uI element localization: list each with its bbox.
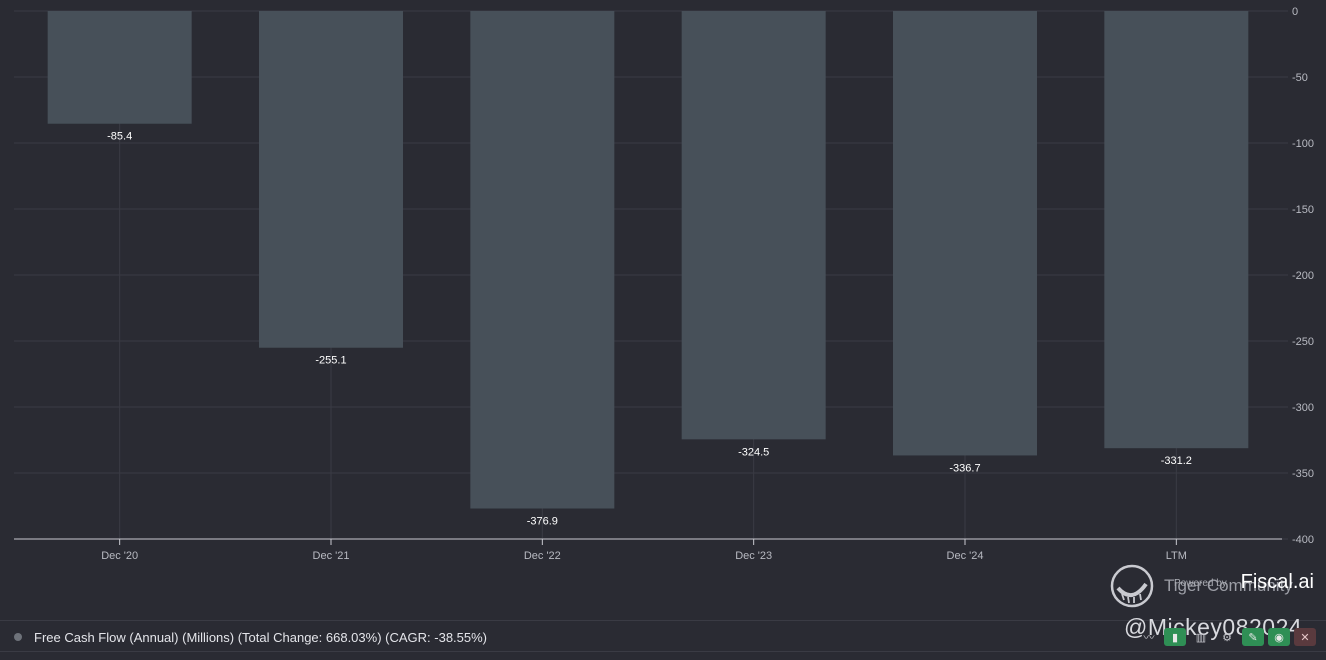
- y-tick-label: -350: [1292, 468, 1314, 480]
- chart-toolbar: 〰 ▮ ▥ ⚙ ✎ ◉ ✕: [1138, 628, 1316, 646]
- bar-value-label: -331.2: [1161, 455, 1192, 467]
- y-tick-label: -250: [1292, 336, 1314, 348]
- powered-by-label: Powered by: [1174, 578, 1227, 589]
- y-tick-label: 0: [1292, 6, 1298, 18]
- bar[interactable]: [681, 11, 826, 440]
- bar[interactable]: [893, 11, 1037, 456]
- close-icon[interactable]: ✕: [1294, 628, 1316, 646]
- y-tick-label: -100: [1292, 138, 1314, 150]
- grid-lines: [14, 10, 1282, 540]
- footer-divider: [0, 620, 1326, 621]
- bars: [47, 11, 1249, 509]
- bar[interactable]: [470, 11, 615, 509]
- footer-divider-bottom: [0, 651, 1326, 652]
- legend-dot: [14, 633, 22, 641]
- y-axis-ticks: 0 -50 -100 -150 -200 -250 -300 -350 -400: [1282, 6, 1314, 546]
- data-labels: -85.4 -255.1 -376.9 -324.5 -336.7 -331.2: [107, 131, 1192, 528]
- x-tick-label: LTM: [1166, 550, 1187, 560]
- y-tick-label: -200: [1292, 270, 1314, 282]
- y-tick-label: -150: [1292, 204, 1314, 216]
- settings-icon[interactable]: ⚙: [1222, 631, 1232, 644]
- x-tick-label: Dec '21: [313, 550, 350, 560]
- bar[interactable]: [1104, 11, 1249, 449]
- bar-chart-icon[interactable]: ▮: [1164, 628, 1186, 646]
- y-tick-label: -50: [1292, 72, 1308, 84]
- stats-icon[interactable]: ▥: [1195, 631, 1207, 644]
- x-tick-label: Dec '22: [524, 550, 561, 560]
- fiscal-logo: Fiscal.ai: [1240, 571, 1314, 593]
- legend-label: Free Cash Flow (Annual) (Millions) (Tota…: [34, 629, 488, 645]
- ruler-icon[interactable]: ✎: [1242, 628, 1264, 646]
- x-axis-ticks: Dec '20 Dec '21 Dec '22 Dec '23 Dec '24 LTM: [101, 539, 1187, 560]
- bar-value-label: -324.5: [738, 446, 769, 458]
- tiger-community-watermark: Tiger Community: [1164, 576, 1293, 595]
- bar-value-label: -85.4: [107, 131, 132, 143]
- bar[interactable]: [259, 11, 403, 348]
- branding: Tiger Community Powered by Fiscal.ai: [1110, 562, 1320, 612]
- eye-icon[interactable]: ◉: [1268, 628, 1290, 646]
- bar-value-label: -255.1: [315, 355, 346, 367]
- legend[interactable]: Free Cash Flow (Annual) (Millions) (Tota…: [14, 628, 487, 646]
- tiger-logo-icon: [1110, 564, 1154, 608]
- x-tick-label: Dec '20: [101, 550, 138, 560]
- y-tick-label: -400: [1292, 534, 1314, 546]
- bar-value-label: -376.9: [527, 516, 558, 528]
- bar-chart: -85.4 -255.1 -376.9 -324.5 -336.7 -331.2 0 -50…: [14, 6, 1314, 560]
- bar-value-label: -336.7: [949, 462, 980, 474]
- x-tick-label: Dec '24: [947, 550, 984, 560]
- line-chart-icon[interactable]: 〰: [1143, 632, 1155, 644]
- x-tick-label: Dec '23: [735, 550, 772, 560]
- bar[interactable]: [47, 11, 192, 124]
- y-tick-label: -300: [1292, 402, 1314, 414]
